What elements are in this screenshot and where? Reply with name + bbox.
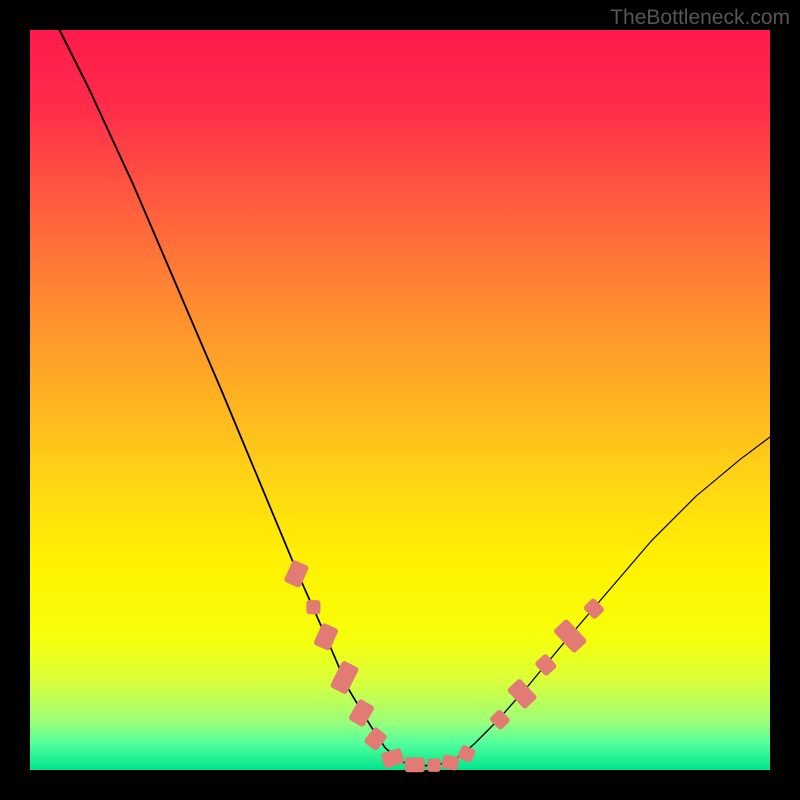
curve-marker	[405, 757, 425, 772]
watermark-text: TheBottleneck.com	[610, 6, 790, 30]
bottleneck-curve-chart	[0, 0, 800, 800]
curve-marker	[306, 600, 320, 614]
curve-marker	[441, 754, 459, 771]
curve-marker	[427, 759, 440, 772]
plot-area	[30, 30, 770, 770]
chart-root: TheBottleneck.com	[0, 0, 800, 800]
